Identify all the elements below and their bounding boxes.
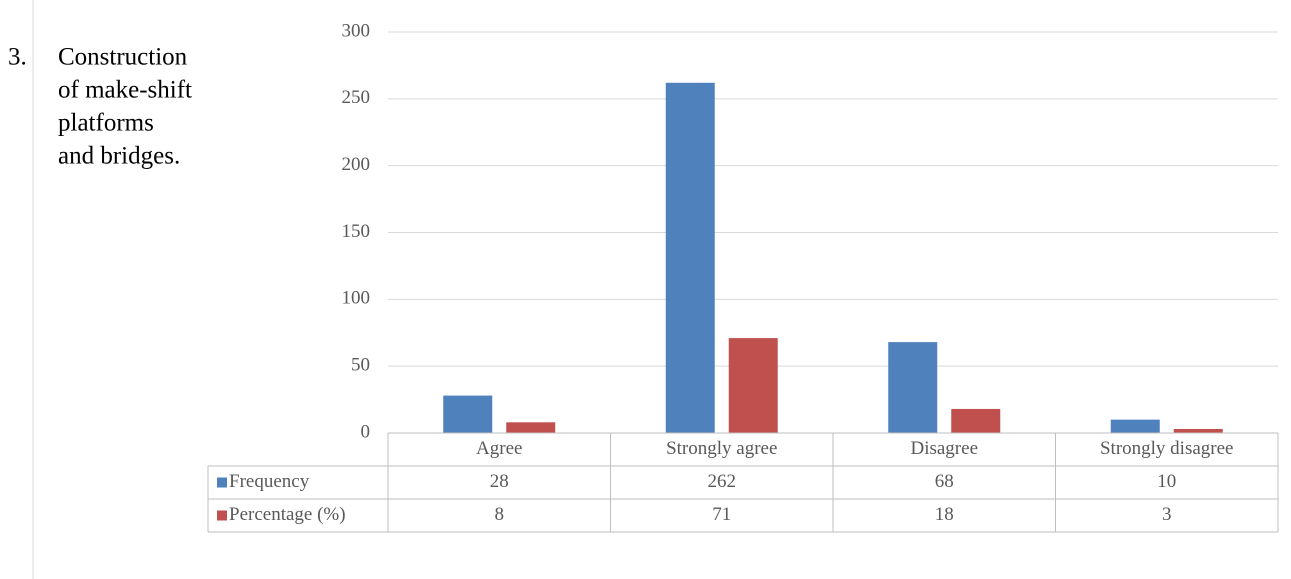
table-value: 18 (935, 504, 954, 525)
x-tick-label: Disagree (910, 438, 978, 459)
x-tick-label: Agree (476, 438, 522, 459)
note-line: platforms (58, 110, 154, 137)
bar (951, 408, 1001, 433)
bar (665, 82, 715, 433)
legend-key (217, 477, 227, 488)
table-value: 71 (712, 504, 731, 525)
y-tick-label: 200 (342, 154, 371, 175)
y-tick-label: 100 (342, 288, 371, 309)
table-value: 262 (708, 471, 737, 492)
bar (1110, 419, 1160, 433)
table-value: 68 (935, 471, 954, 492)
table-value: 3 (1162, 504, 1172, 525)
bar (443, 395, 493, 433)
y-tick-label: 50 (351, 355, 370, 376)
bar (728, 338, 778, 433)
table-value: 28 (490, 471, 509, 492)
bar (888, 342, 938, 433)
y-tick-label: 0 (361, 421, 371, 442)
list-number: 3. (8, 44, 27, 71)
x-tick-label: Strongly agree (666, 438, 777, 459)
legend-label: Frequency (229, 471, 310, 492)
legend-label: Percentage (%) (229, 504, 346, 525)
bar (1173, 428, 1223, 433)
x-tick-label: Strongly disagree (1100, 438, 1234, 459)
note-line: of make-shift (58, 77, 192, 104)
table-value: 10 (1157, 471, 1176, 492)
note-line: Construction (58, 44, 188, 71)
table-value: 8 (495, 504, 505, 525)
y-tick-label: 300 (342, 20, 371, 41)
y-tick-label: 250 (342, 87, 371, 108)
y-tick-label: 150 (342, 221, 371, 242)
legend-key (217, 510, 227, 521)
bar (506, 422, 556, 433)
note-line: and bridges. (58, 143, 180, 170)
